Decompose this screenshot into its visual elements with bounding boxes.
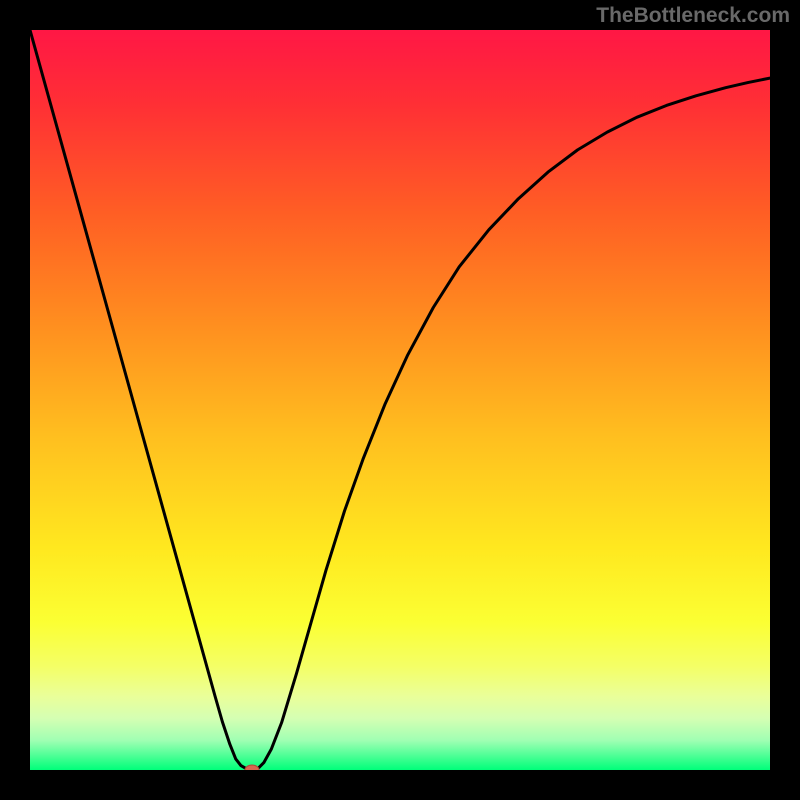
watermark-text: TheBottleneck.com <box>596 4 790 28</box>
bottleneck-chart <box>30 30 770 770</box>
chart-background <box>30 30 770 770</box>
